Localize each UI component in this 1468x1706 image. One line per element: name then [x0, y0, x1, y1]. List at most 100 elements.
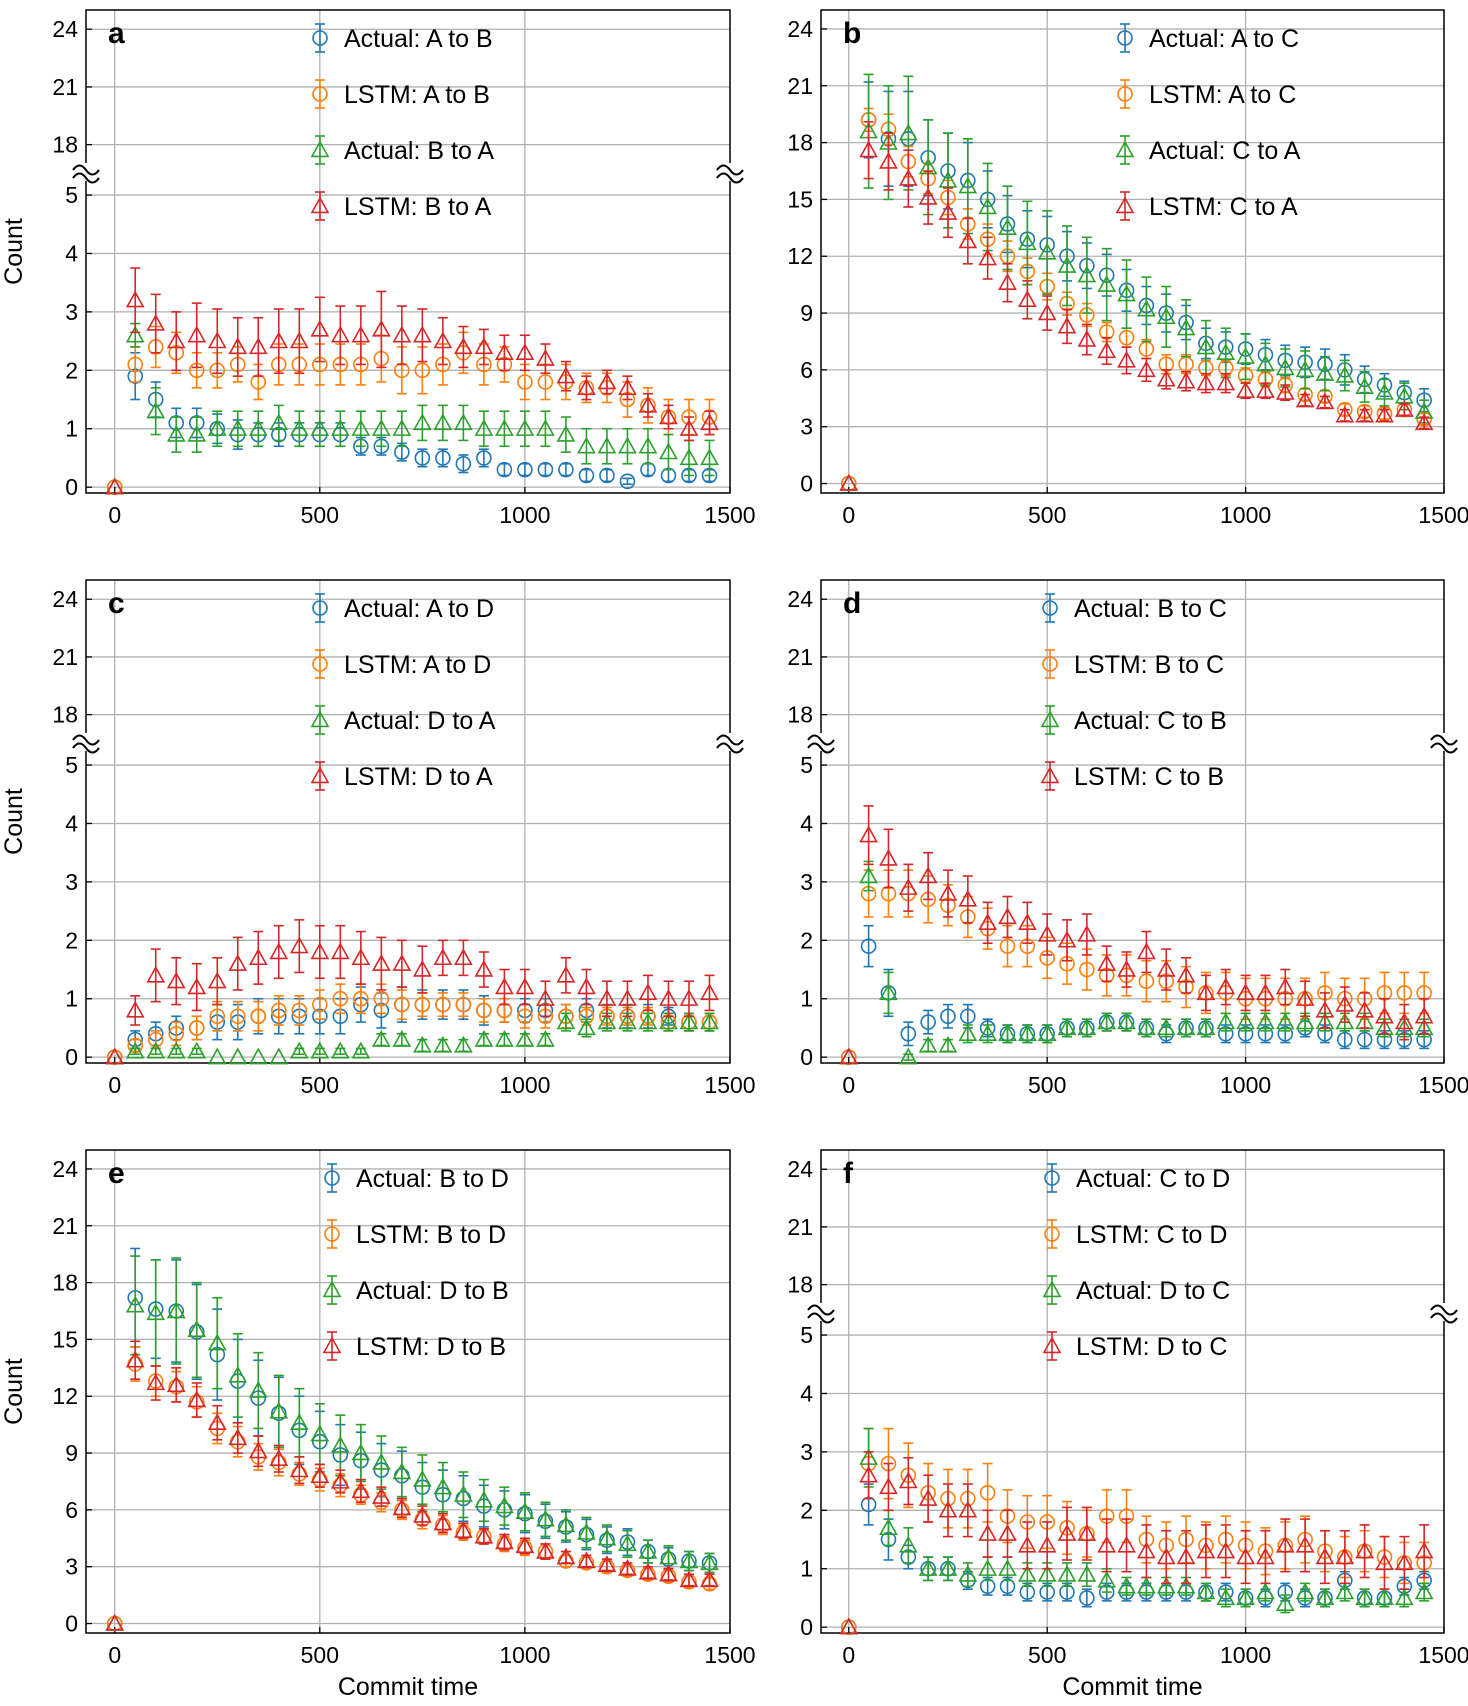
panel-a: 0 500 1000 1500 18 21 24 0 1 2 3 4 5 Count a Actual: A …	[0, 9, 756, 528]
data-point	[228, 954, 248, 971]
data-point	[146, 401, 166, 419]
data-point	[1017, 1535, 1037, 1553]
data-point	[269, 1449, 289, 1466]
axis-break-gap	[805, 1303, 837, 1321]
legend-label: Actual: A to B	[344, 25, 493, 53]
data-point	[536, 989, 555, 1006]
data-point	[1156, 369, 1176, 387]
data-point	[1236, 381, 1255, 398]
data-point	[536, 348, 555, 366]
data-point	[248, 419, 268, 436]
data-point	[105, 1047, 125, 1065]
data-point	[392, 419, 412, 436]
data-point	[618, 989, 637, 1006]
tick-label-x: 0	[108, 1642, 121, 1668]
data-point	[659, 442, 678, 460]
tick-label-y: 3	[800, 869, 813, 895]
tick-label-y: 21	[787, 1214, 813, 1240]
data-point	[978, 197, 998, 215]
data-point	[1236, 1588, 1255, 1606]
data-point	[166, 1301, 186, 1319]
data-point	[455, 455, 472, 472]
data-point	[556, 1012, 576, 1030]
tick-label-y: 18	[787, 1272, 813, 1298]
data-point	[517, 374, 533, 390]
tick-label-x: 0	[108, 502, 121, 528]
data-point	[1355, 1541, 1374, 1559]
data-point	[433, 413, 453, 431]
data-point	[228, 337, 248, 355]
data-point	[1097, 274, 1117, 292]
data-point	[958, 889, 978, 907]
data-point	[638, 436, 658, 454]
axis-break-mark	[716, 734, 744, 746]
data-point	[879, 151, 898, 169]
data-point	[938, 170, 958, 188]
axis-break-mark	[1430, 734, 1458, 746]
data-point	[187, 1390, 207, 1408]
legend: Actual: B to D LSTM: B to D Actual: D to B…	[322, 1163, 509, 1361]
data-point	[659, 407, 678, 425]
data-point	[371, 1486, 391, 1504]
legend-marker	[312, 600, 328, 616]
tick-label-y: 4	[800, 1380, 813, 1406]
data-point	[289, 331, 309, 349]
legend-marker	[1117, 86, 1133, 102]
data-point	[1275, 382, 1295, 400]
tick-label-x: 1500	[1418, 1072, 1468, 1098]
data-point	[1216, 343, 1236, 361]
data-point	[938, 1559, 958, 1576]
data-point	[166, 424, 186, 442]
data-point	[207, 1413, 227, 1430]
tick-label-y: 3	[800, 1439, 813, 1465]
tick-label-x: 1500	[1418, 502, 1468, 528]
legend-marker	[322, 1336, 342, 1354]
tick-label-y: 4	[800, 810, 813, 836]
data-point	[979, 1484, 996, 1501]
data-point	[879, 1518, 898, 1536]
data-point	[1137, 1018, 1156, 1036]
data-point	[679, 989, 699, 1006]
legend: Actual: A to D LSTM: A to D Actual: D to A…	[310, 593, 496, 791]
data-point	[1315, 1547, 1335, 1565]
data-point	[476, 450, 492, 466]
axis-break-gap	[805, 733, 837, 751]
data-point	[248, 1441, 268, 1459]
axis-break-mark	[807, 742, 835, 754]
data-point	[248, 1380, 268, 1398]
data-point	[1414, 413, 1434, 431]
data-point	[1097, 1535, 1117, 1553]
data-point	[187, 1041, 207, 1059]
data-point	[1295, 1012, 1315, 1030]
data-point	[918, 866, 938, 884]
data-point	[392, 1462, 412, 1480]
data-point	[125, 1295, 145, 1313]
data-point	[918, 1488, 938, 1506]
data-point	[330, 942, 350, 960]
series-actual-b-to-a	[105, 322, 719, 495]
data-point	[207, 419, 227, 436]
tick-label-y: 18	[52, 702, 78, 728]
data-point	[1315, 1000, 1335, 1018]
data-point	[187, 977, 207, 995]
data-point	[700, 413, 719, 431]
data-point	[1037, 1535, 1057, 1553]
data-point	[310, 942, 330, 960]
data-point	[1335, 365, 1355, 383]
y-axis-label: Count	[0, 788, 28, 855]
tick-label-y: 24	[787, 586, 813, 612]
data-point	[679, 1570, 699, 1588]
data-point	[1037, 1024, 1057, 1041]
data-point	[940, 1008, 956, 1025]
data-point	[330, 325, 350, 343]
panel-e: 0 500 1000 1500 0 3 6 9 12 15 18 21 24 Count Commit ti…	[0, 1149, 756, 1701]
legend-label: LSTM: A to C	[1149, 81, 1296, 109]
data-point	[638, 983, 658, 1001]
data-point	[1256, 1547, 1275, 1565]
legend-marker	[1044, 1226, 1060, 1242]
data-point	[638, 1012, 658, 1030]
data-point	[597, 1555, 617, 1573]
tick-label-y: 21	[52, 1213, 78, 1239]
tick-label-x: 0	[842, 1642, 855, 1668]
legend-label: Actual: C to D	[1076, 1165, 1230, 1193]
